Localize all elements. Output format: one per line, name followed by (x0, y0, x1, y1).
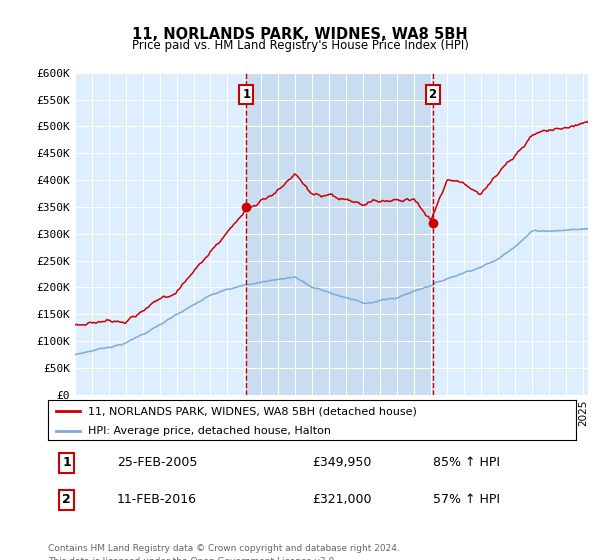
Text: 25-FEB-2005: 25-FEB-2005 (116, 456, 197, 469)
Text: HPI: Average price, detached house, Halton: HPI: Average price, detached house, Halt… (88, 426, 331, 436)
Text: 11, NORLANDS PARK, WIDNES, WA8 5BH (detached house): 11, NORLANDS PARK, WIDNES, WA8 5BH (deta… (88, 407, 416, 417)
Text: £321,000: £321,000 (312, 493, 371, 506)
Text: 11-FEB-2016: 11-FEB-2016 (116, 493, 197, 506)
Text: 1: 1 (242, 88, 250, 101)
Text: £349,950: £349,950 (312, 456, 371, 469)
Bar (247, 73, 433, 395)
Text: Contains HM Land Registry data © Crown copyright and database right 2024.
This d: Contains HM Land Registry data © Crown c… (48, 544, 400, 560)
Text: 2: 2 (62, 493, 71, 506)
Text: Price paid vs. HM Land Registry's House Price Index (HPI): Price paid vs. HM Land Registry's House … (131, 39, 469, 53)
Text: 85% ↑ HPI: 85% ↑ HPI (433, 456, 500, 469)
Text: 57% ↑ HPI: 57% ↑ HPI (433, 493, 500, 506)
Text: 11, NORLANDS PARK, WIDNES, WA8 5BH: 11, NORLANDS PARK, WIDNES, WA8 5BH (132, 27, 468, 42)
Text: 1: 1 (62, 456, 71, 469)
Text: 2: 2 (428, 88, 437, 101)
